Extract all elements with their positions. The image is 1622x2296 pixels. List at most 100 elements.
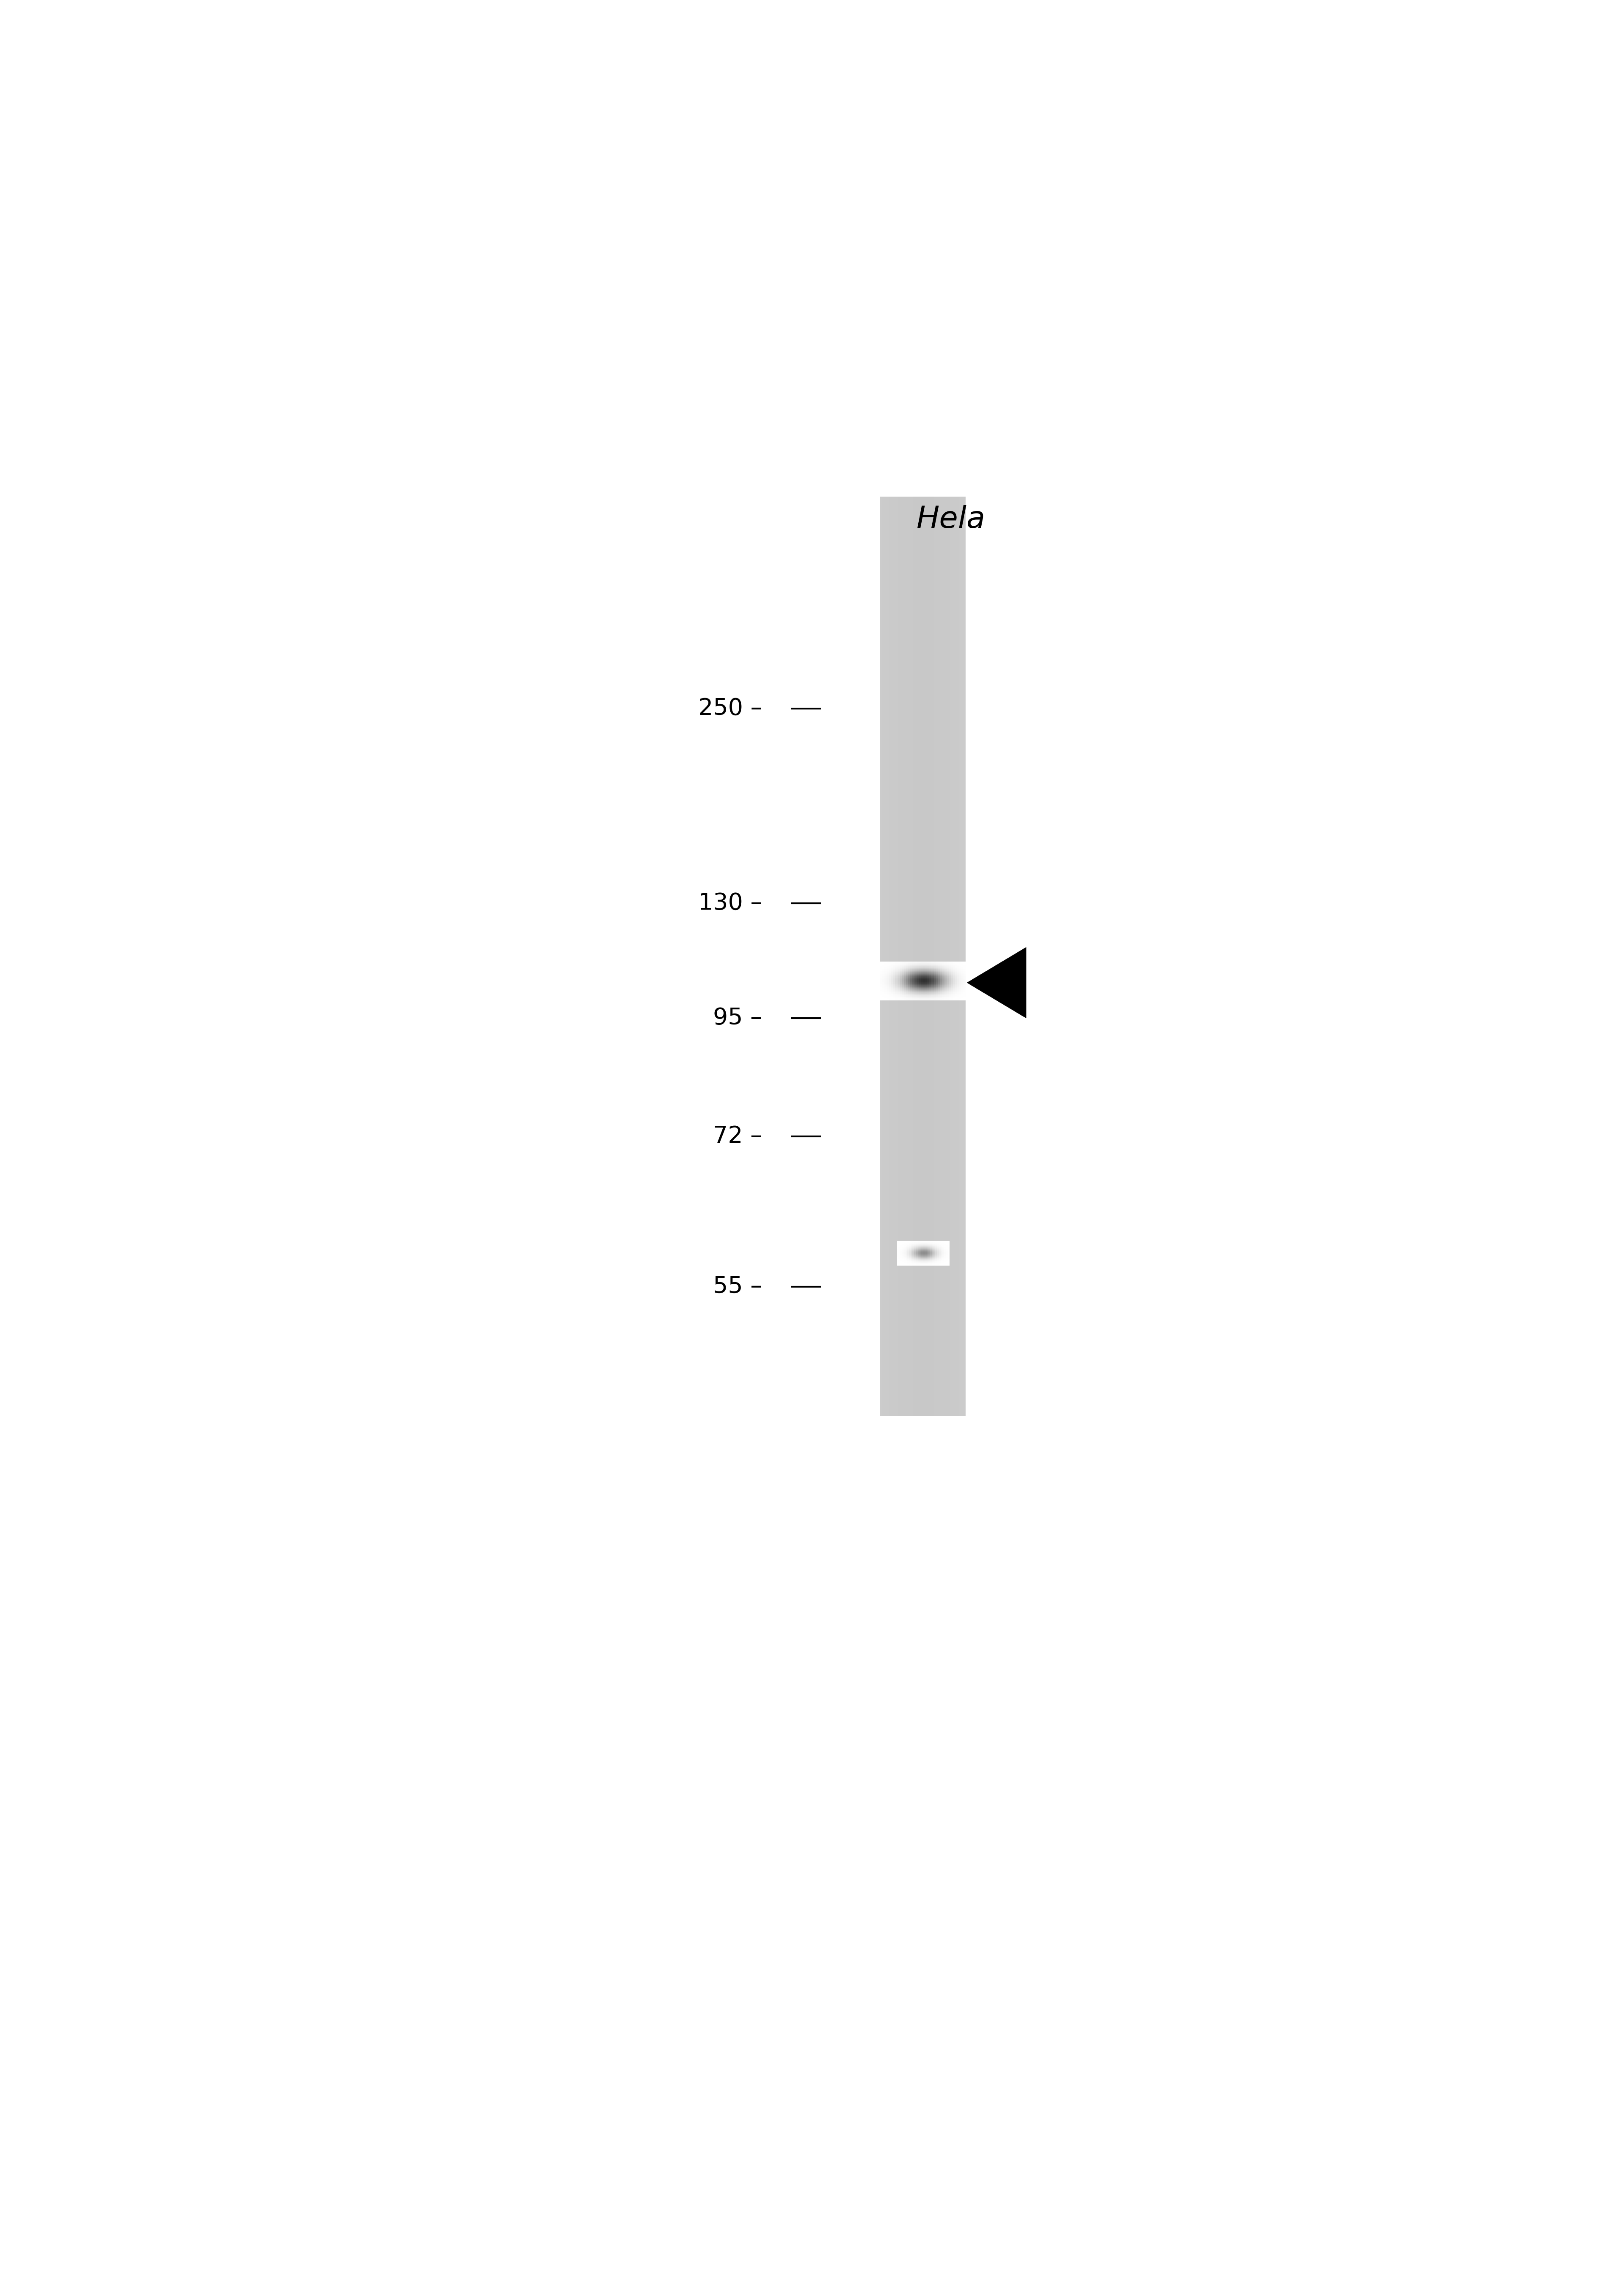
Bar bbox=[881, 1155, 965, 1159]
Bar bbox=[881, 1288, 965, 1290]
Bar bbox=[881, 680, 965, 684]
Bar bbox=[881, 625, 965, 629]
Bar bbox=[881, 1035, 965, 1038]
Bar bbox=[881, 999, 965, 1001]
Bar bbox=[881, 742, 965, 744]
Bar bbox=[881, 1265, 965, 1270]
Bar bbox=[881, 1072, 965, 1077]
Bar bbox=[881, 946, 965, 951]
Bar bbox=[881, 781, 965, 785]
Bar bbox=[881, 1391, 965, 1394]
Bar bbox=[881, 1238, 965, 1242]
Bar bbox=[881, 1146, 965, 1150]
Bar bbox=[881, 1104, 965, 1107]
Bar bbox=[881, 1208, 965, 1210]
Bar bbox=[881, 944, 965, 946]
Bar bbox=[881, 659, 965, 661]
Bar bbox=[881, 602, 965, 604]
Bar bbox=[881, 1091, 965, 1095]
Bar bbox=[881, 1334, 965, 1336]
Bar bbox=[881, 971, 965, 974]
Bar bbox=[881, 1162, 965, 1164]
Bar bbox=[881, 1134, 965, 1137]
Bar bbox=[881, 882, 965, 886]
Bar bbox=[881, 1283, 965, 1288]
Bar bbox=[881, 1169, 965, 1171]
Bar bbox=[881, 1199, 965, 1201]
Bar bbox=[881, 597, 965, 602]
Bar bbox=[881, 996, 965, 999]
Text: 250 –: 250 – bbox=[697, 698, 762, 721]
Bar bbox=[881, 916, 965, 918]
Bar bbox=[881, 530, 965, 533]
Text: 72 –: 72 – bbox=[714, 1125, 762, 1148]
Bar bbox=[881, 983, 965, 987]
Bar bbox=[881, 638, 965, 641]
Bar bbox=[881, 1127, 965, 1132]
Bar bbox=[881, 886, 965, 889]
Bar bbox=[881, 677, 965, 680]
Bar bbox=[881, 845, 965, 850]
Bar bbox=[881, 824, 965, 827]
Bar bbox=[881, 1366, 965, 1371]
Bar bbox=[881, 540, 965, 542]
Bar bbox=[881, 588, 965, 592]
Bar bbox=[881, 817, 965, 822]
Bar bbox=[881, 907, 965, 909]
Bar bbox=[881, 1045, 965, 1047]
Bar bbox=[881, 1412, 965, 1417]
Bar bbox=[881, 1123, 965, 1125]
Bar bbox=[881, 687, 965, 689]
Bar bbox=[881, 790, 965, 794]
Bar bbox=[881, 1281, 965, 1283]
Bar bbox=[881, 1375, 965, 1380]
Bar bbox=[881, 1054, 965, 1056]
Bar bbox=[881, 558, 965, 560]
Bar bbox=[881, 595, 965, 597]
Bar bbox=[881, 739, 965, 742]
Bar bbox=[881, 753, 965, 758]
Bar bbox=[881, 730, 965, 732]
Bar bbox=[881, 872, 965, 877]
Bar bbox=[881, 1224, 965, 1226]
Bar bbox=[881, 1384, 965, 1389]
Bar bbox=[881, 1081, 965, 1086]
Bar bbox=[881, 905, 965, 907]
Bar bbox=[881, 1327, 965, 1329]
Bar bbox=[881, 1077, 965, 1079]
Bar bbox=[881, 1352, 965, 1355]
Bar bbox=[881, 735, 965, 739]
Bar bbox=[881, 914, 965, 916]
Bar bbox=[881, 496, 965, 501]
Bar bbox=[881, 1182, 965, 1187]
Bar bbox=[881, 707, 965, 712]
Bar bbox=[881, 657, 965, 659]
Bar bbox=[881, 1001, 965, 1006]
Bar bbox=[881, 592, 965, 595]
Bar bbox=[881, 870, 965, 872]
Bar bbox=[881, 799, 965, 804]
Bar bbox=[881, 1210, 965, 1215]
Bar bbox=[881, 647, 965, 650]
Bar bbox=[881, 863, 965, 868]
Bar bbox=[881, 514, 965, 519]
Bar bbox=[881, 1143, 965, 1146]
Bar bbox=[881, 1274, 965, 1279]
Bar bbox=[881, 785, 965, 788]
Bar bbox=[881, 758, 965, 760]
Bar bbox=[881, 1178, 965, 1180]
Bar bbox=[881, 1279, 965, 1281]
Bar bbox=[881, 631, 965, 634]
Bar bbox=[881, 900, 965, 905]
Bar bbox=[881, 923, 965, 925]
Bar bbox=[881, 1070, 965, 1072]
Text: Hela: Hela bbox=[916, 505, 985, 535]
Bar bbox=[881, 969, 965, 971]
Bar bbox=[881, 1228, 965, 1233]
Bar bbox=[881, 1336, 965, 1339]
Bar bbox=[881, 1217, 965, 1219]
Bar bbox=[881, 698, 965, 703]
Bar bbox=[881, 960, 965, 962]
Bar bbox=[881, 1235, 965, 1238]
Bar bbox=[881, 661, 965, 666]
